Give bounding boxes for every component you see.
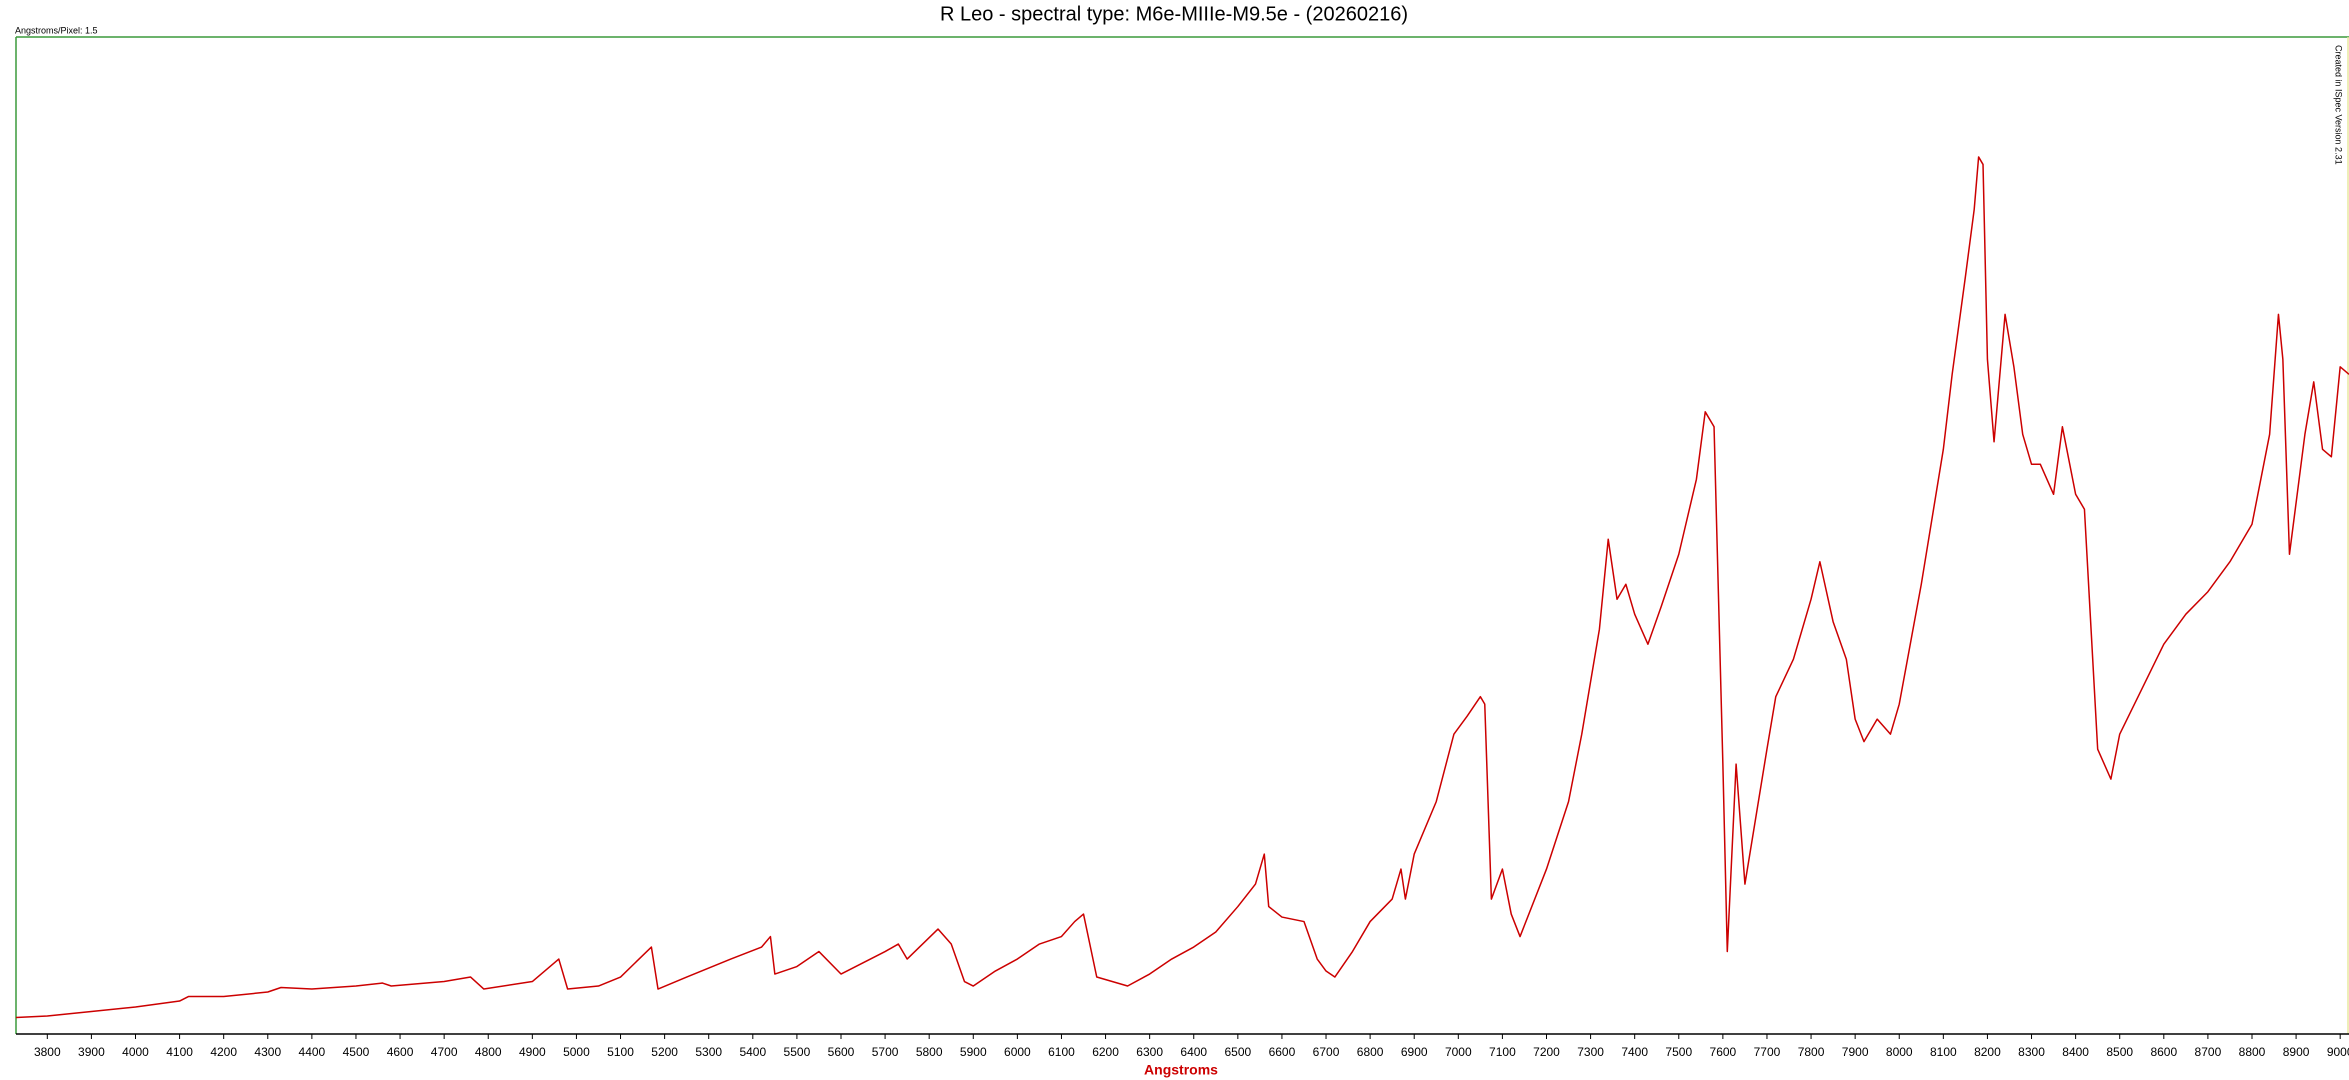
x-tick-label: 6400 (1180, 1045, 1207, 1059)
x-tick-label: 5800 (916, 1045, 943, 1059)
x-tick-label: 9000 (2327, 1045, 2349, 1059)
x-tick-label: 4900 (519, 1045, 546, 1059)
x-tick-label: 4000 (122, 1045, 149, 1059)
x-tick-label: 4500 (343, 1045, 370, 1059)
x-tick-label: 6100 (1048, 1045, 1075, 1059)
x-tick-label: 3800 (34, 1045, 61, 1059)
x-tick-label: 6800 (1357, 1045, 1384, 1059)
x-tick-label: 4100 (166, 1045, 193, 1059)
x-tick-label: 8600 (2150, 1045, 2177, 1059)
x-tick-label: 7400 (1621, 1045, 1648, 1059)
x-tick-label: 8900 (2283, 1045, 2310, 1059)
x-tick-label: 4700 (431, 1045, 458, 1059)
x-tick-label: 7700 (1754, 1045, 1781, 1059)
chart-title: R Leo - spectral type: M6e-MIIIe-M9.5e -… (940, 3, 1408, 25)
x-tick-label: 8300 (2018, 1045, 2045, 1059)
x-tick-label: 6600 (1269, 1045, 1296, 1059)
x-tick-label: 7500 (1665, 1045, 1692, 1059)
x-tick-label: 7100 (1489, 1045, 1516, 1059)
annotation: Created in ISpec Version 2.31 (2334, 45, 2344, 165)
x-tick-label: 8800 (2239, 1045, 2266, 1059)
x-tick-label: 7600 (1710, 1045, 1737, 1059)
x-tick-label: 8200 (1974, 1045, 2001, 1059)
x-tick-label: 5500 (784, 1045, 811, 1059)
x-tick-label: 6900 (1401, 1045, 1428, 1059)
x-tick-label: 5000 (563, 1045, 590, 1059)
x-tick-label: 5700 (872, 1045, 899, 1059)
x-tick-label: 5200 (651, 1045, 678, 1059)
x-tick-label: 7000 (1445, 1045, 1472, 1059)
x-tick-label: 5100 (607, 1045, 634, 1059)
x-tick-label: 5400 (739, 1045, 766, 1059)
x-tick-label: 8500 (2106, 1045, 2133, 1059)
x-tick-label: 4200 (210, 1045, 237, 1059)
x-tick-label: 8000 (1886, 1045, 1913, 1059)
spectrum-line (15, 156, 2349, 1019)
x-tick-label: 7800 (1798, 1045, 1825, 1059)
x-tick-label: 8400 (2062, 1045, 2089, 1059)
x-tick-label: 6500 (1224, 1045, 1251, 1059)
x-tick-label: 5600 (828, 1045, 855, 1059)
x-tick-label: 7900 (1842, 1045, 1869, 1059)
x-tick-label: 4300 (254, 1045, 281, 1059)
x-tick-label: 8100 (1930, 1045, 1957, 1059)
x-tick-label: 6300 (1136, 1045, 1163, 1059)
x-tick-label: 8700 (2195, 1045, 2222, 1059)
x-tick-label: 4800 (475, 1045, 502, 1059)
chart-subtitle: Angstroms/Pixel: 1.5 (15, 25, 98, 35)
x-tick-label: 3900 (78, 1045, 105, 1059)
x-tick-label: 4400 (299, 1045, 326, 1059)
x-tick-label: 6200 (1092, 1045, 1119, 1059)
x-axis-label: Angstroms (1144, 1062, 1218, 1078)
x-tick-label: 5900 (960, 1045, 987, 1059)
x-tick-label: 6000 (1004, 1045, 1031, 1059)
x-tick-label: 6700 (1313, 1045, 1340, 1059)
x-tick-label: 7300 (1577, 1045, 1604, 1059)
x-tick-label: 5300 (695, 1045, 722, 1059)
x-tick-label: 4600 (387, 1045, 414, 1059)
x-tick-label: 7200 (1533, 1045, 1560, 1059)
